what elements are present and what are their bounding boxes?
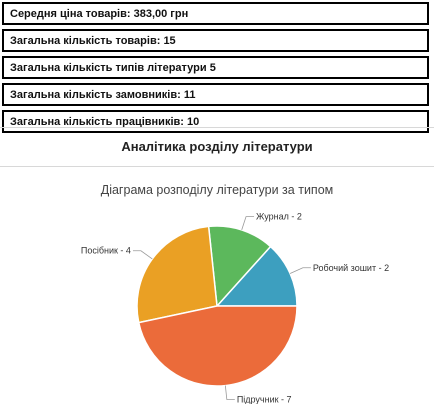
chart-title: Діаграма розподілу літератури за типом bbox=[100, 183, 334, 197]
slice-label: Робочий зошит - 2 bbox=[313, 263, 389, 273]
slice-label: Посібник - 4 bbox=[81, 246, 131, 256]
pie-slice bbox=[137, 305, 298, 387]
stat-value: 383,00 грн bbox=[133, 7, 189, 20]
stat-average-price: Середня ціна товарів: 383,00 грн bbox=[2, 2, 429, 25]
stat-literature-types: Загальна кількість типів літератури 5 bbox=[2, 56, 429, 79]
stat-value: 10 bbox=[187, 115, 200, 128]
section-title: Аналітика розділу літератури bbox=[121, 139, 313, 154]
stat-label: Загальна кількість працівників: bbox=[10, 115, 184, 128]
stat-total-employees: Загальна кількість працівників: 10 bbox=[2, 110, 429, 133]
stat-label: Загальна кількість замовників: bbox=[10, 88, 181, 101]
pie-slice bbox=[207, 225, 272, 308]
stat-label: Загальна кількість товарів: bbox=[10, 34, 161, 47]
slice-leader-line bbox=[241, 216, 255, 231]
stat-value: 11 bbox=[183, 88, 196, 101]
stats-panel: Середня ціна товарів: 383,00 грн Загальн… bbox=[2, 2, 429, 137]
stat-total-products: Загальна кількість товарів: 15 bbox=[2, 29, 429, 52]
stat-label: Загальна кількість типів літератури bbox=[10, 61, 207, 74]
stat-total-customers: Загальна кількість замовників: 11 bbox=[2, 83, 429, 106]
stat-value: 15 bbox=[163, 34, 176, 47]
slice-leader-line bbox=[132, 250, 153, 260]
slice-leader-line bbox=[289, 267, 311, 274]
slice-label: Підручник - 7 bbox=[237, 394, 292, 404]
divider bbox=[0, 127, 434, 128]
stat-value: 5 bbox=[209, 61, 216, 74]
slice-label: Журнал - 2 bbox=[256, 212, 302, 222]
pie-slice bbox=[215, 245, 298, 307]
stat-label: Середня ціна товарів: bbox=[10, 7, 131, 20]
slice-leader-line bbox=[224, 385, 235, 400]
divider bbox=[0, 166, 434, 167]
